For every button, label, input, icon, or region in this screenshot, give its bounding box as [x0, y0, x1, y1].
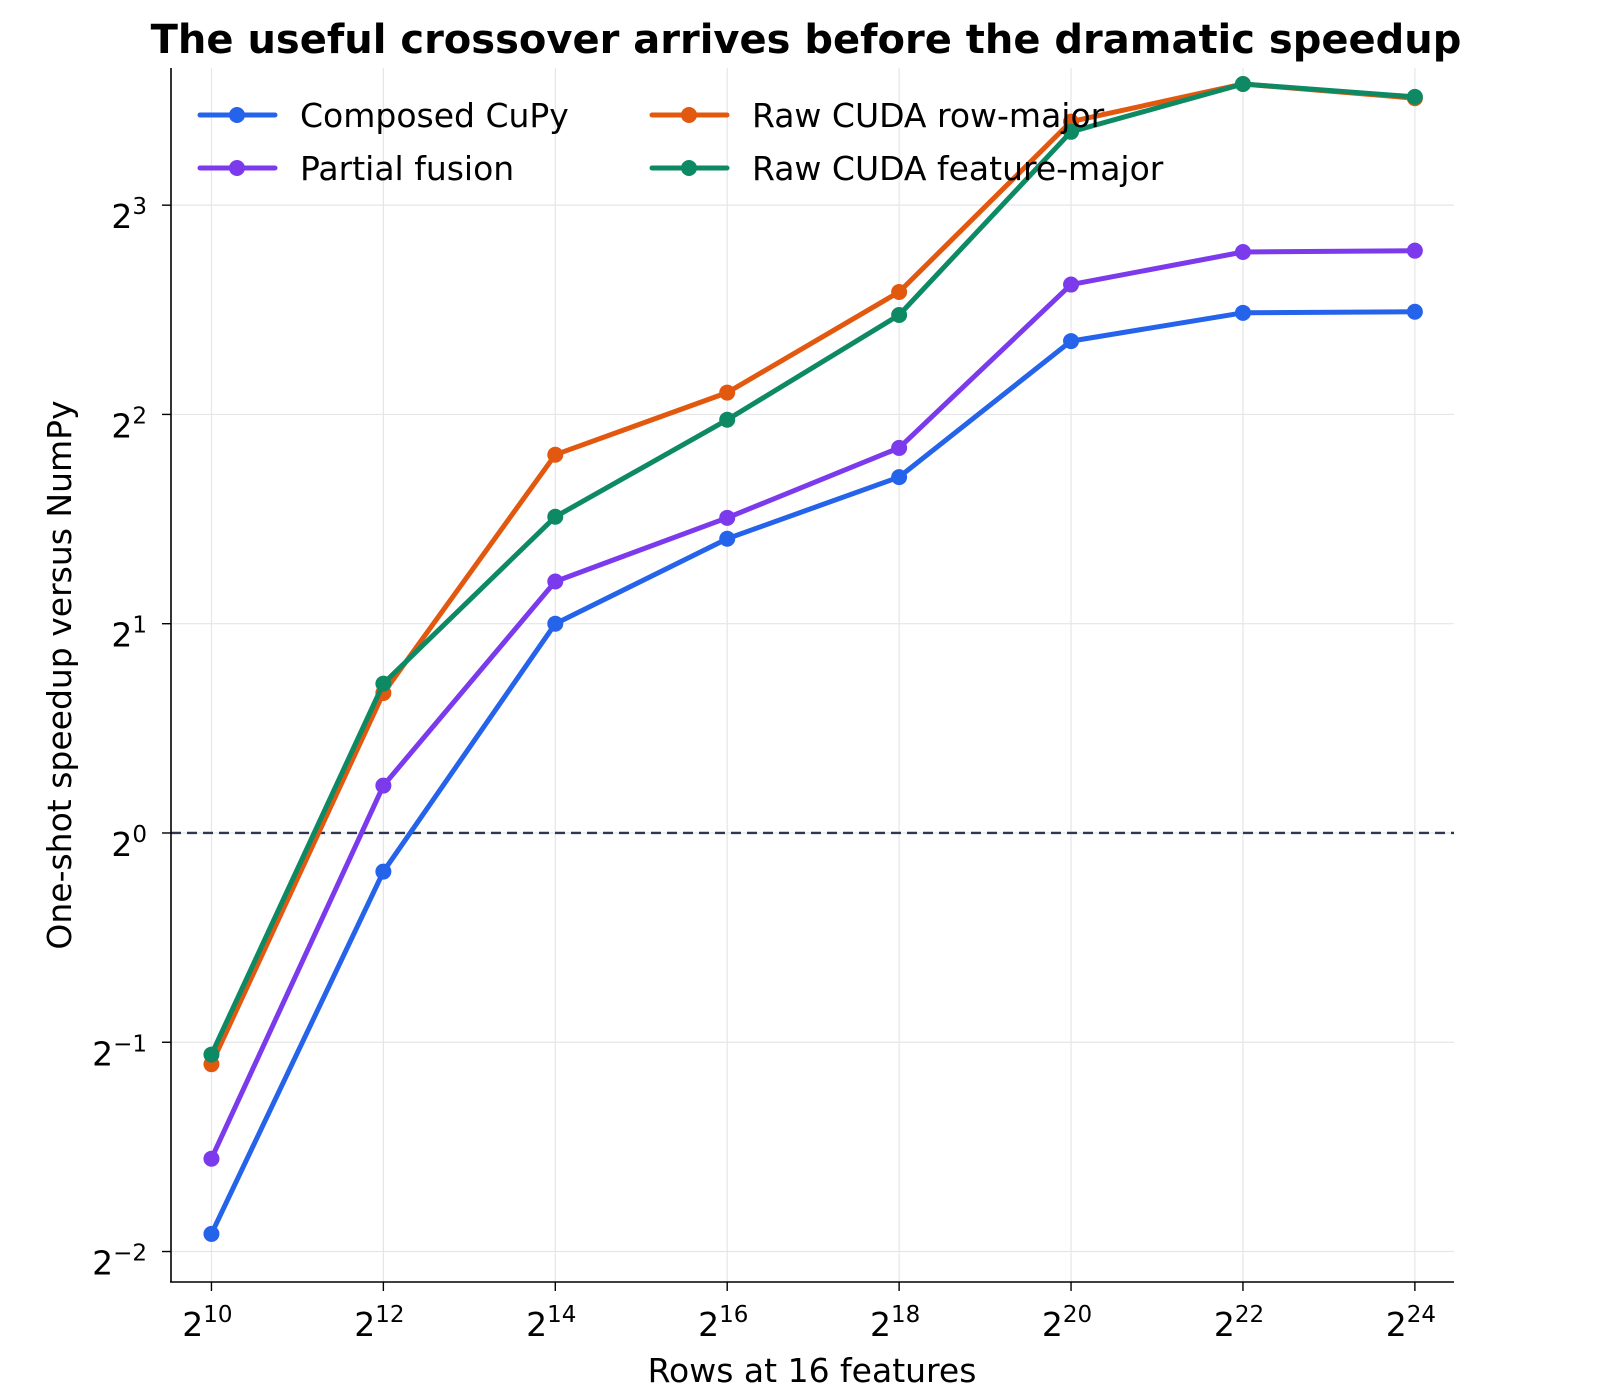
x-tick-label-exponent: 16	[719, 1302, 748, 1328]
series-group	[203, 75, 1423, 1063]
x-tick-label-base: 2	[1042, 1305, 1063, 1344]
y-tick-label: 2−1	[92, 1031, 147, 1073]
data-point	[1063, 333, 1080, 350]
series-group	[203, 242, 1423, 1167]
x-tick-label-exponent: 14	[547, 1302, 576, 1328]
series-group	[203, 75, 1423, 1073]
data-point	[203, 1225, 220, 1242]
y-tick-label: 2−2	[92, 1241, 147, 1283]
x-tick-label-exponent: 22	[1235, 1302, 1264, 1328]
x-tick-label: 218	[870, 1302, 920, 1344]
data-point	[375, 675, 392, 692]
legend-marker	[681, 107, 697, 123]
x-tick-label-base: 2	[526, 1305, 547, 1344]
legend-marker	[229, 107, 245, 123]
data-point	[719, 384, 736, 401]
data-point	[375, 863, 392, 880]
data-point	[719, 530, 736, 547]
x-tick-label-exponent: 20	[1063, 1302, 1092, 1328]
y-tick-label-exponent: 3	[132, 194, 147, 220]
legend-label: Raw CUDA feature-major	[752, 149, 1164, 188]
y-axis-label: One-shot speedup versus NumPy	[40, 400, 79, 949]
y-tick-label-exponent: −1	[113, 1031, 147, 1057]
x-tick-label-exponent: 18	[891, 1302, 920, 1328]
x-tick-label-base: 2	[354, 1305, 375, 1344]
y-tick-label-exponent: 0	[132, 822, 147, 848]
y-tick-label-base: 2	[111, 406, 132, 445]
y-tick-label: 20	[111, 822, 147, 864]
y-tick-label-base: 2	[92, 1034, 113, 1073]
data-point	[891, 469, 908, 486]
series-line	[208, 309, 1418, 1237]
y-tick-label-exponent: 1	[132, 613, 147, 639]
x-tick-label-base: 2	[698, 1305, 719, 1344]
x-tick-label-base: 2	[1386, 1305, 1407, 1344]
data-point	[547, 615, 564, 632]
y-tick-label-exponent: 2	[132, 403, 147, 429]
data-point	[203, 1046, 220, 1063]
data-point	[1063, 123, 1080, 140]
x-tick-label-base: 2	[182, 1305, 203, 1344]
series-line	[208, 248, 1418, 1162]
y-tick-label-base: 2	[111, 825, 132, 864]
y-tick-label: 22	[111, 403, 147, 445]
data-point	[375, 777, 392, 794]
x-tick-label-exponent: 12	[375, 1302, 404, 1328]
data-point	[1234, 304, 1251, 321]
x-tick-label-base: 2	[870, 1305, 891, 1344]
series-group	[203, 303, 1423, 1242]
y-tick-label-base: 2	[111, 616, 132, 655]
data-point	[891, 284, 908, 301]
legend-label: Raw CUDA row-major	[752, 96, 1105, 135]
data-point	[719, 509, 736, 526]
x-tick-label: 214	[526, 1302, 576, 1344]
legend-label: Partial fusion	[300, 149, 514, 188]
data-point	[547, 573, 564, 590]
legend-label: Composed CuPy	[300, 96, 569, 135]
chart-title: The useful crossover arrives before the …	[151, 17, 1462, 63]
data-point	[1234, 75, 1251, 92]
y-tick-label-base: 2	[92, 1244, 113, 1283]
x-tick-label-exponent: 10	[203, 1302, 232, 1328]
series-layer	[203, 75, 1423, 1242]
x-tick-label: 216	[698, 1302, 748, 1344]
x-axis-label: Rows at 16 features	[648, 1351, 977, 1390]
x-tick-label: 224	[1386, 1302, 1436, 1344]
data-point	[1406, 88, 1423, 105]
data-point	[547, 446, 564, 463]
y-tick-label-base: 2	[111, 197, 132, 236]
x-tick-label-base: 2	[1214, 1305, 1235, 1344]
x-ticks: 210 212 214 216 218 220 222 224	[182, 1282, 1436, 1344]
series-line	[208, 81, 1418, 1067]
series-line	[208, 81, 1418, 1058]
data-point	[891, 439, 908, 456]
legend: Composed CuPy Partial fusion Raw CUDA row-…	[197, 96, 1164, 188]
data-point	[1406, 303, 1423, 320]
data-point	[719, 411, 736, 428]
x-tick-label: 210	[182, 1302, 232, 1344]
legend-marker	[681, 160, 697, 176]
data-point	[891, 307, 908, 324]
data-point	[547, 508, 564, 525]
x-tick-label: 220	[1042, 1302, 1092, 1344]
y-tick-label: 23	[111, 194, 147, 236]
x-tick-label-exponent: 24	[1407, 1302, 1436, 1328]
data-point	[203, 1150, 220, 1167]
x-tick-label: 222	[1214, 1302, 1264, 1344]
y-tick-label-exponent: −2	[113, 1241, 147, 1267]
data-point	[1063, 276, 1080, 293]
y-tick-label: 21	[111, 613, 147, 655]
x-tick-label: 212	[354, 1302, 404, 1344]
legend-marker	[229, 160, 245, 176]
data-point	[1406, 242, 1423, 259]
data-point	[1234, 244, 1251, 261]
